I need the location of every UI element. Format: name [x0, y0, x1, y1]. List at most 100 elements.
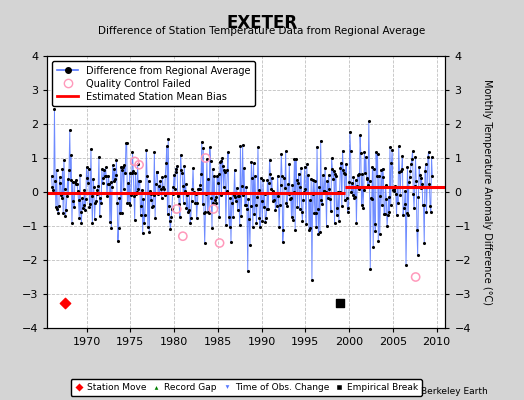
Point [82, 164, 91, 170]
Point [264, 206, 272, 212]
Point [312, 224, 321, 231]
Text: Difference of Station Temperature Data from Regional Average: Difference of Station Temperature Data f… [99, 26, 425, 36]
Point [198, 201, 206, 207]
Point [209, 206, 217, 212]
Point [111, 176, 119, 182]
Point [419, 202, 428, 209]
Point [118, 167, 126, 173]
Point [161, 172, 169, 179]
Point [127, 170, 136, 176]
Point [80, 202, 88, 208]
Point [167, 214, 176, 221]
Point [131, 170, 139, 176]
Point [420, 240, 429, 246]
Point [234, 193, 243, 199]
Point [245, 216, 254, 222]
Point [215, 240, 224, 246]
Point [305, 226, 313, 233]
Point [386, 144, 394, 150]
Point [324, 195, 332, 201]
Point [97, 166, 106, 172]
Point [406, 174, 414, 180]
Point [174, 190, 183, 197]
Point [421, 161, 430, 168]
Point [326, 208, 335, 214]
Point [354, 170, 363, 177]
Point [302, 221, 310, 228]
Point [283, 203, 291, 210]
Point [90, 216, 99, 222]
Point [199, 145, 208, 151]
Point [219, 162, 227, 169]
Point [52, 167, 61, 173]
Point [54, 203, 63, 210]
Point [364, 182, 372, 188]
Point [303, 190, 312, 197]
Point [391, 191, 400, 197]
Point [288, 182, 297, 188]
Point [353, 182, 362, 189]
Point [108, 184, 116, 190]
Point [181, 188, 189, 195]
Point [254, 144, 262, 150]
Point [155, 182, 163, 189]
Point [147, 190, 156, 197]
Point [266, 156, 274, 163]
Point [114, 238, 122, 244]
Point [365, 178, 374, 184]
Point [248, 174, 256, 181]
Point [103, 192, 111, 199]
Point [58, 166, 67, 172]
Point [77, 208, 85, 215]
Point [366, 266, 375, 272]
Point [177, 152, 185, 158]
Point [306, 225, 314, 232]
Point [313, 206, 322, 212]
Point [214, 171, 223, 177]
Point [152, 168, 161, 175]
Point [417, 175, 425, 182]
Point [78, 195, 86, 202]
Point [303, 161, 311, 167]
Point [206, 158, 215, 165]
Point [335, 218, 343, 224]
Point [268, 198, 277, 204]
Point [104, 181, 112, 188]
Point [389, 188, 398, 194]
Point [377, 166, 386, 173]
Point [107, 225, 115, 232]
Point [74, 197, 83, 204]
Point [80, 187, 89, 194]
Point [155, 189, 163, 196]
Point [314, 231, 323, 237]
Point [197, 171, 205, 178]
Point [354, 172, 362, 178]
Point [360, 148, 368, 155]
Point [125, 200, 133, 206]
Point [351, 194, 359, 200]
Point [141, 212, 149, 219]
Point [222, 222, 230, 228]
Point [387, 160, 396, 167]
Point [388, 147, 396, 153]
Point [403, 164, 412, 171]
Point [95, 154, 103, 160]
Point [194, 186, 202, 193]
Point [188, 186, 196, 192]
Point [114, 224, 123, 231]
Point [71, 180, 80, 187]
Point [129, 168, 137, 174]
Point [56, 174, 64, 180]
Point [117, 163, 125, 170]
Point [389, 187, 397, 194]
Point [54, 210, 62, 216]
Point [82, 196, 90, 202]
Point [162, 143, 171, 149]
Point [173, 193, 182, 200]
Point [153, 169, 161, 176]
Point [108, 162, 117, 169]
Point [158, 195, 166, 202]
Point [147, 197, 155, 203]
Point [198, 138, 206, 145]
Point [216, 158, 225, 164]
